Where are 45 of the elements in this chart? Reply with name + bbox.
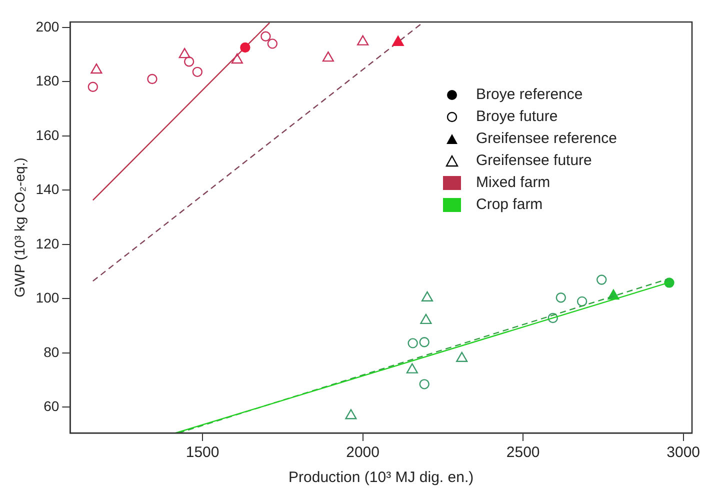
- x-tick-label: 1500: [186, 444, 220, 462]
- annotation: Greifensee future: [476, 152, 592, 170]
- point: [240, 42, 250, 53]
- point: [260, 31, 271, 42]
- x-tick-label: 2000: [346, 444, 380, 462]
- point: [178, 48, 190, 58]
- y-tick-label: 200: [36, 18, 60, 34]
- annotation: Broye reference: [476, 86, 583, 104]
- point: [456, 352, 468, 362]
- point: [596, 274, 607, 285]
- y-axis-title: GWP (10³ kg CO₂-eq.): [11, 158, 28, 298]
- point: [419, 379, 430, 390]
- point: [322, 51, 334, 62]
- y-tick-label: 80: [44, 344, 60, 360]
- y-tick-label: 100: [36, 290, 60, 306]
- y-tick-label: 160: [36, 126, 60, 143]
- point: [392, 36, 404, 46]
- point: [357, 35, 369, 46]
- x-axis-title: Production (10³ MJ dig. en.): [288, 469, 474, 486]
- point: [231, 53, 243, 64]
- point: [406, 363, 418, 374]
- point: [192, 66, 203, 78]
- point: [548, 312, 558, 324]
- point: [576, 296, 588, 307]
- y-tick-label: 180: [36, 72, 60, 89]
- annotation: Greifensee reference: [476, 130, 617, 148]
- point: [90, 63, 102, 74]
- legend-label: Crop farm: [476, 196, 543, 214]
- point: [420, 314, 432, 324]
- point: [556, 292, 566, 303]
- point: [408, 338, 418, 348]
- y-tick-label: 120: [36, 235, 60, 252]
- legend-label: Mixed farm: [476, 174, 550, 192]
- point: [184, 56, 194, 67]
- point: [421, 291, 434, 302]
- point: [88, 82, 98, 92]
- x-tick-label: 3000: [666, 444, 700, 462]
- point: [345, 409, 357, 420]
- y-tick-label: 60: [44, 398, 60, 414]
- annotation: Broye future: [476, 108, 558, 126]
- point: [419, 337, 430, 348]
- y-tick-label: 140: [36, 181, 60, 198]
- point: [147, 74, 158, 84]
- point: [267, 38, 278, 49]
- x-tick-label: 2500: [506, 444, 540, 462]
